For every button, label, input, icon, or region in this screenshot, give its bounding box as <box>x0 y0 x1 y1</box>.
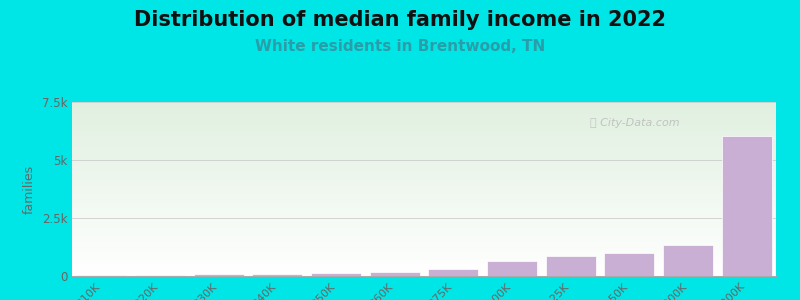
Bar <box>487 261 537 276</box>
Bar <box>605 253 654 276</box>
Text: White residents in Brentwood, TN: White residents in Brentwood, TN <box>255 39 545 54</box>
Text: ⓘ City-Data.com: ⓘ City-Data.com <box>590 118 680 128</box>
Bar <box>253 274 302 276</box>
Bar <box>663 245 713 276</box>
Y-axis label: families: families <box>23 164 36 214</box>
Bar <box>194 274 243 276</box>
Bar <box>429 269 478 276</box>
Bar <box>722 136 771 276</box>
Bar <box>311 273 361 276</box>
Bar <box>370 272 419 276</box>
Bar <box>546 256 595 276</box>
Text: Distribution of median family income in 2022: Distribution of median family income in … <box>134 10 666 29</box>
Bar <box>135 275 185 276</box>
Bar <box>77 275 126 276</box>
